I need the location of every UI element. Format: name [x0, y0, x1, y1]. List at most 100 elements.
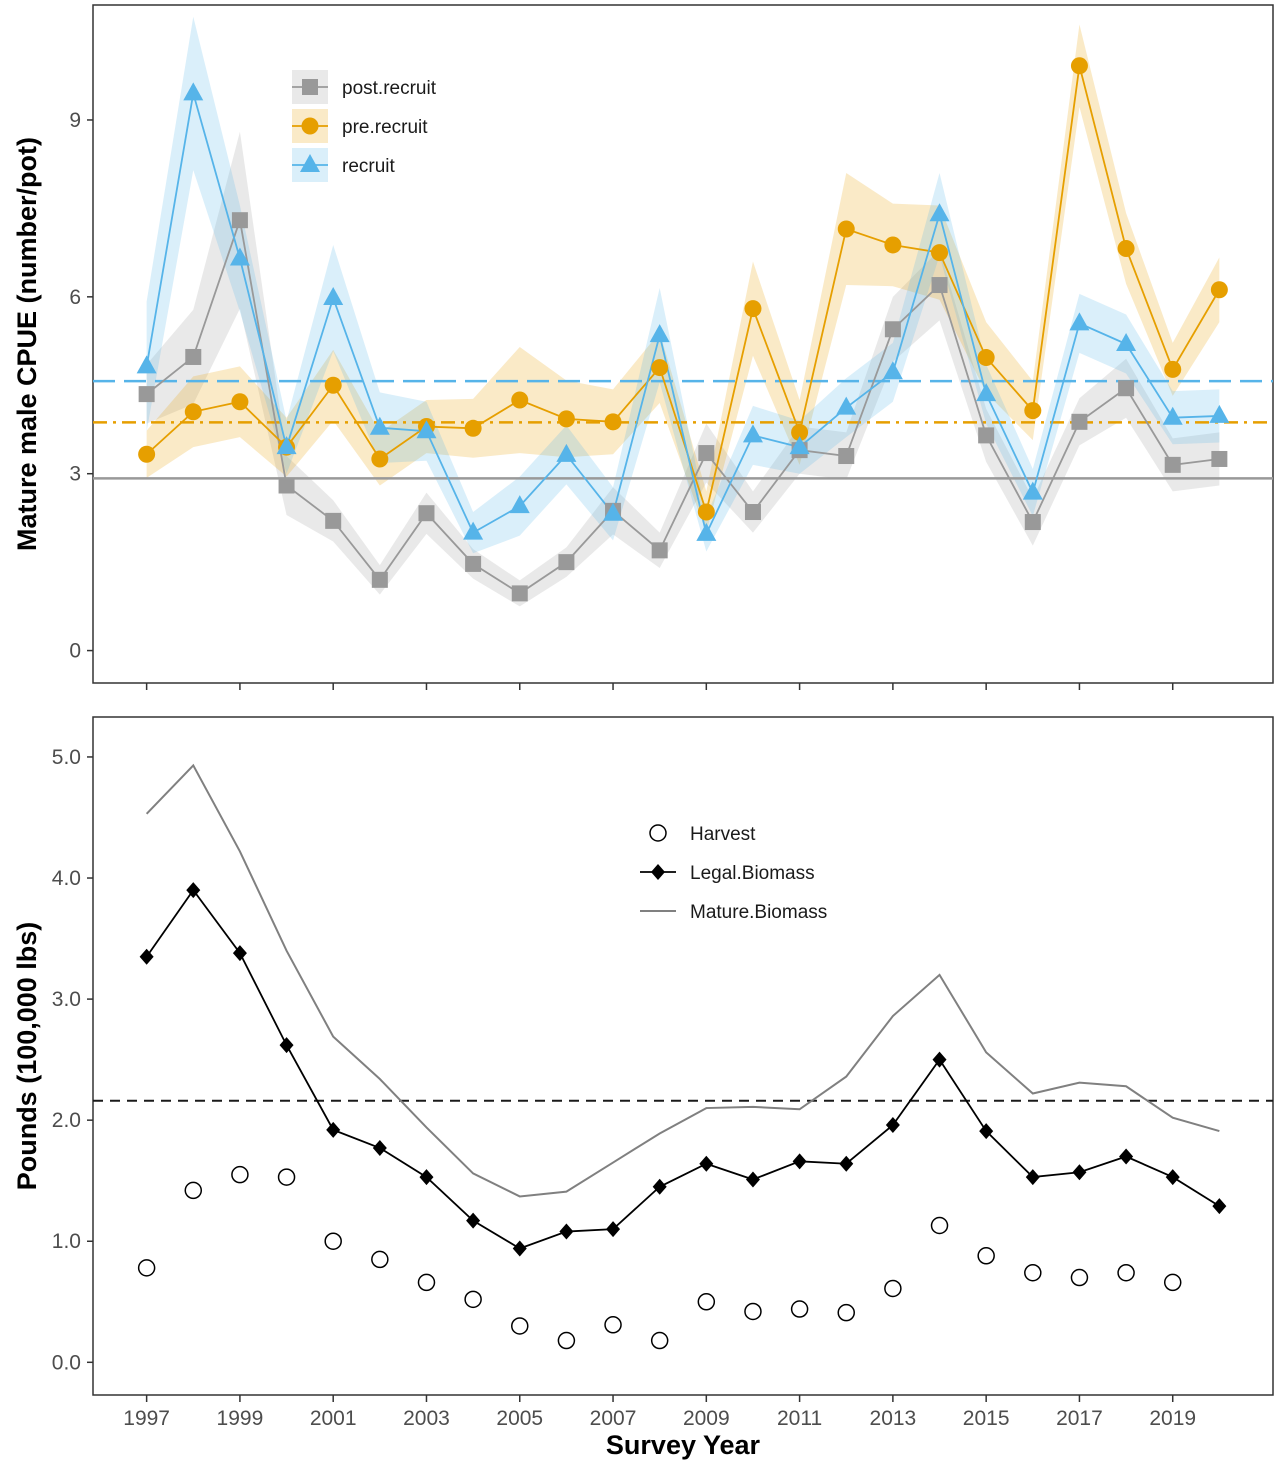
cpue-panel-border	[92, 4, 1274, 684]
harvest-point	[884, 1279, 902, 1298]
recruit-point	[1022, 481, 1043, 500]
cpue-x-ticks	[145, 683, 1174, 690]
post-recruit-point	[278, 477, 295, 494]
post-recruit-point	[558, 554, 575, 571]
legal-biomass-point	[1072, 1164, 1087, 1181]
post-recruit-point	[511, 585, 528, 602]
recruit-point	[976, 383, 997, 402]
legend-post-recruit-marker	[302, 79, 318, 95]
pre-recruit-point	[837, 220, 855, 238]
legal-biomass-point	[606, 1221, 621, 1238]
legal-biomass-point	[559, 1223, 574, 1240]
recruit-point	[1209, 404, 1230, 423]
pre-recruit-point	[744, 300, 762, 318]
x-tick-label: 2009	[683, 1407, 730, 1430]
biomass-series-points	[137, 882, 1227, 1350]
x-axis-title: Survey Year	[606, 1430, 761, 1460]
pre-recruit-point	[138, 445, 156, 463]
recruit-point	[183, 82, 204, 101]
y-tick-label: 9	[69, 109, 81, 132]
legal-biomass-point	[792, 1153, 807, 1170]
recruit-point	[1116, 333, 1137, 351]
legal-biomass-point	[186, 882, 201, 899]
biomass-panel: 0.0 1.0 2.0 3.0 4.0 5.0 1997 1999 2001 2003 2005 2…	[12, 716, 1274, 1460]
post-recruit-point	[978, 427, 995, 444]
pre-recruit-point	[1024, 402, 1042, 420]
pre-recruit-point	[1210, 281, 1228, 299]
x-tick-label: 2007	[590, 1407, 637, 1430]
legal-biomass-point	[466, 1212, 481, 1229]
biomass-legend: Harvest Legal.Biomass Mature.Biomass	[640, 824, 827, 923]
legend-label-pre-recruit: pre.recruit	[342, 117, 428, 138]
harvest-point	[371, 1250, 389, 1269]
pre-recruit-point	[651, 359, 669, 377]
recruit-point	[1162, 406, 1183, 425]
x-tick-label: 2017	[1056, 1407, 1103, 1430]
legal-biomass-point	[839, 1155, 854, 1172]
y-tick-label: 1.0	[52, 1230, 81, 1253]
harvest-point	[137, 1259, 156, 1277]
harvest-point	[231, 1165, 249, 1184]
recruit-point	[929, 203, 950, 222]
recruit-point	[369, 416, 390, 435]
biomass-series-lines	[145, 763, 1220, 1250]
y-tick-label: 0	[69, 640, 81, 663]
pre-recruit-point	[371, 450, 389, 468]
legend-recruit-marker	[300, 154, 320, 172]
harvest-point	[697, 1293, 716, 1311]
pre-recruit-point	[1164, 360, 1182, 378]
harvest-point	[464, 1290, 482, 1309]
harvest-point	[1117, 1263, 1135, 1282]
biomass-y-axis: 0.0 1.0 2.0 3.0 4.0 5.0	[52, 746, 93, 1374]
x-tick-label: 1997	[123, 1407, 170, 1430]
harvest-point	[930, 1216, 949, 1235]
legal-biomass-point	[885, 1117, 900, 1134]
pre-recruit-point	[791, 423, 809, 441]
legend-label-legal-biomass: Legal.Biomass	[690, 863, 815, 884]
recruit-point	[509, 495, 530, 514]
legal-biomass-point	[279, 1037, 294, 1054]
post-recruit-point	[698, 445, 715, 462]
y-tick-label: 6	[69, 286, 81, 309]
recruit-point	[136, 355, 157, 374]
harvest-point	[790, 1300, 809, 1318]
post-recruit-point	[371, 571, 388, 588]
pre-recruit-point	[324, 376, 342, 394]
post-recruit-confidence-band	[146, 131, 1220, 607]
cpue-y-axis: 0 3 6 9	[69, 109, 93, 663]
harvest-point	[417, 1273, 436, 1292]
legal-biomass-point	[232, 945, 247, 962]
cpue-legend: post.recruit pre.recruit recruit	[292, 70, 437, 182]
recruit-confidence-band	[146, 16, 1220, 554]
post-recruit-point	[1211, 450, 1228, 467]
legal-biomass-point	[932, 1051, 947, 1068]
post-recruit-point	[185, 348, 202, 365]
legend-legal-biomass-marker	[651, 864, 665, 880]
pre-recruit-point	[977, 349, 995, 367]
post-recruit-point	[1071, 413, 1088, 430]
recruit-point	[556, 443, 577, 462]
legal-biomass-point	[139, 948, 154, 965]
x-tick-label: 2001	[310, 1407, 357, 1430]
biomass-panel-border	[92, 716, 1274, 1396]
legend-label-harvest: Harvest	[690, 824, 756, 845]
legend-label-post-recruit: post.recruit	[342, 78, 437, 99]
recruit-point	[603, 502, 624, 521]
post-recruit-point	[231, 212, 248, 229]
harvest-point	[744, 1302, 762, 1321]
post-recruit-point	[838, 448, 855, 465]
pre-recruit-point	[231, 393, 249, 411]
legal-biomass-point	[1212, 1198, 1227, 1215]
y-tick-label: 3.0	[52, 988, 81, 1011]
recruit-point	[229, 247, 250, 266]
recruit-point	[742, 424, 763, 443]
post-recruit-point	[325, 512, 342, 529]
biomass-y-axis-title: Pounds (100,000 lbs)	[12, 922, 42, 1191]
legal-biomass-point	[512, 1240, 527, 1257]
harvest-point	[557, 1331, 576, 1350]
recruit-line	[145, 93, 1220, 537]
legal-biomass-point	[699, 1155, 714, 1172]
x-tick-label: 2003	[403, 1407, 450, 1430]
harvest-point	[837, 1303, 855, 1322]
legend-label-recruit: recruit	[342, 156, 396, 177]
